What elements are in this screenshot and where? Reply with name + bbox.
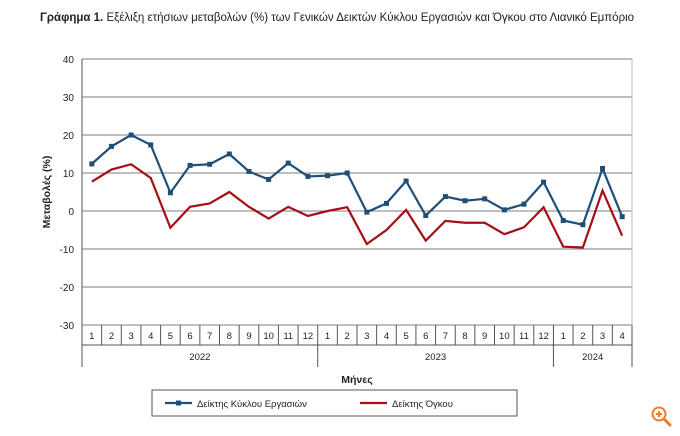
data-point [187,162,193,168]
data-point [325,173,331,179]
data-point [285,160,291,166]
x-tick-month: 4 [384,331,389,342]
x-tick-month: 4 [148,331,153,342]
x-tick-month: 1 [89,331,94,342]
data-point [148,142,154,148]
y-tick-label: 0 [68,207,74,218]
x-tick-month: 9 [246,331,251,342]
x-tick-month: 11 [519,331,529,342]
x-tick-month: 3 [600,331,605,342]
x-tick-month: 1 [561,331,566,342]
y-tick-label: 10 [63,169,75,180]
x-tick-month: 9 [482,331,487,342]
x-tick-month: 3 [364,331,369,342]
chart-title-text: Εξέλιξη ετήσιων μεταβολών (%) των Γενικώ… [106,12,635,24]
x-tick-month: 8 [462,331,467,342]
chart-title: Γράφημα 1. Εξέλιξη ετήσιων μεταβολών (%)… [40,12,634,24]
x-tick-month: 12 [538,331,549,342]
x-tick-month: 3 [128,331,133,342]
x-tick-year: 2024 [582,352,603,363]
x-tick-month: 5 [168,331,173,342]
y-tick-label: -30 [60,321,75,332]
x-tick-month: 10 [263,331,274,342]
x-tick-month: 7 [443,331,448,342]
x-tick-month: 6 [187,331,192,342]
data-point [226,151,232,157]
x-axis-label: Μήνες [341,374,373,386]
data-point [442,194,448,200]
data-point [383,200,389,206]
y-tick-label: 20 [63,131,75,142]
data-point [108,143,114,149]
y-tick-label: -10 [60,245,75,256]
y-tick-label: -20 [60,283,75,294]
data-point [423,213,429,219]
legend-label: Δείκτης Κύκλου Εργασιών [197,399,307,410]
data-point [344,170,350,176]
data-point [167,190,173,196]
x-tick-month: 2 [109,331,114,342]
data-point [403,178,409,184]
x-tick-month: 5 [403,331,408,342]
data-point [305,173,311,179]
series-line-2 [91,163,624,249]
x-tick-month: 8 [227,331,232,342]
x-tick-month: 4 [620,331,625,342]
x-tick-month: 1 [325,331,330,342]
data-point [600,165,606,171]
data-point [501,207,507,213]
x-tick-month: 11 [283,331,293,342]
x-tick-month: 7 [207,331,212,342]
data-point [619,214,625,220]
x-tick-month: 6 [423,331,428,342]
data-point [560,218,566,223]
data-point [89,161,95,167]
x-tick-month: 12 [303,331,314,342]
data-point [364,209,370,215]
y-tick-label: 40 [63,55,75,66]
data-point [541,179,547,185]
data-point [462,198,468,204]
data-point [266,176,272,182]
legend-marker [176,400,181,406]
x-tick-year: 2022 [189,352,210,363]
data-point [128,132,134,138]
x-tick-month: 2 [580,331,585,342]
series-line-1 [91,133,624,226]
legend-box [151,389,518,417]
legend-label: Δείκτης Όγκου [392,399,453,410]
data-point [482,196,488,202]
y-tick-label: 30 [63,93,75,104]
x-tick-month: 10 [499,331,510,342]
chart-title-number: Γράφημα 1. [40,12,104,24]
data-point [207,161,213,167]
data-point [580,222,586,228]
zoom-in-icon[interactable] [650,405,672,427]
y-axis-label: Μεταβολές (%) [41,156,53,229]
data-point [521,201,527,207]
data-point [246,168,252,174]
x-tick-year: 2023 [425,352,446,363]
x-tick-month: 2 [345,331,350,342]
